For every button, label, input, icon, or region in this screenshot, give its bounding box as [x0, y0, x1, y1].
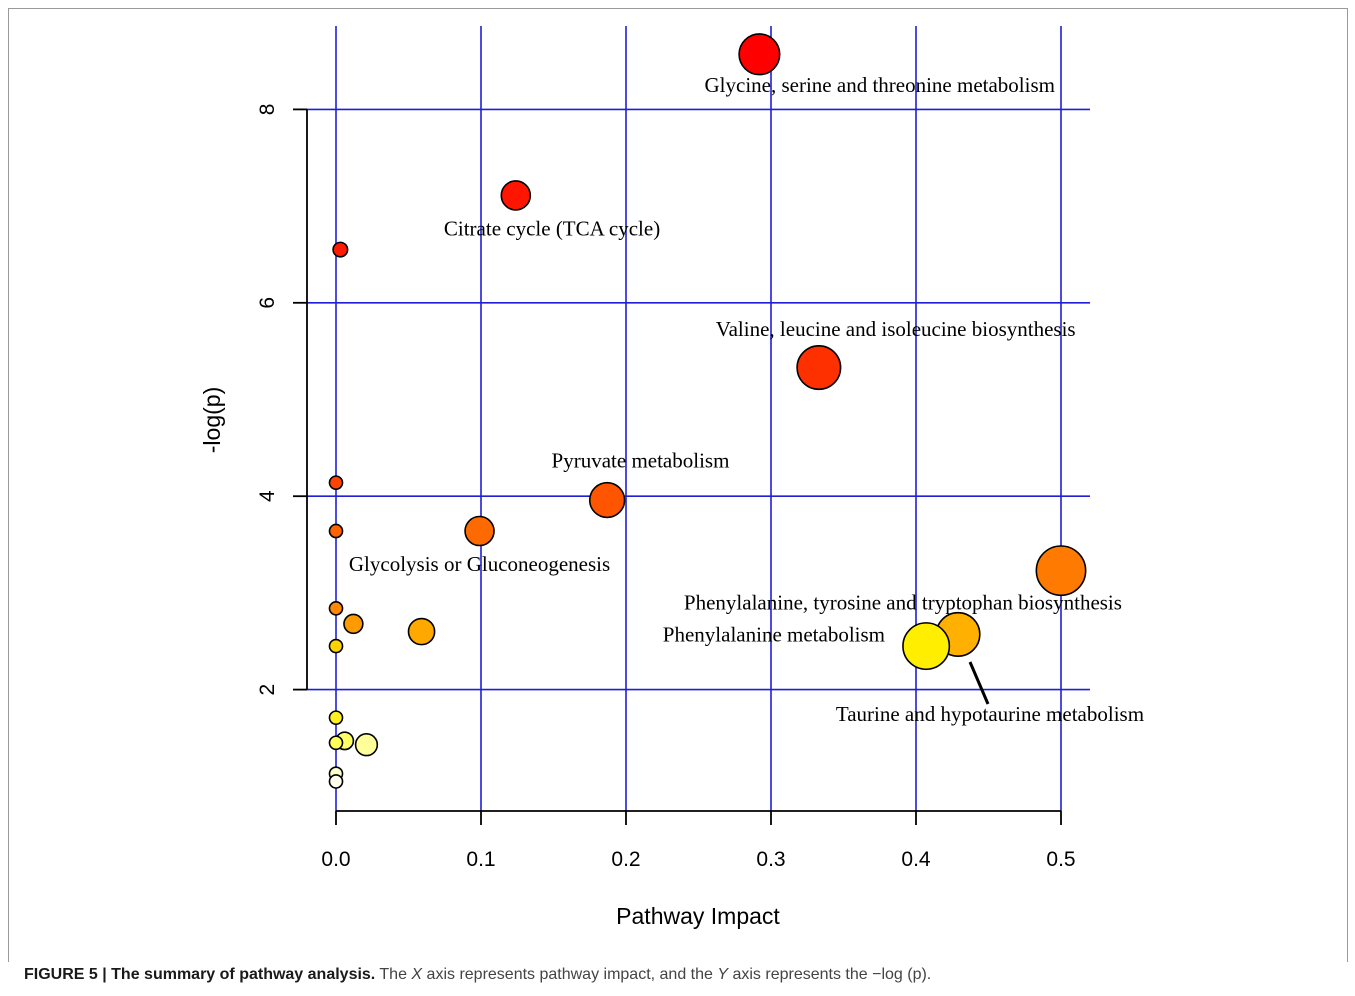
taurine-leader-line — [968, 661, 990, 705]
data-point-8 — [1035, 545, 1087, 597]
pathway-label-3: Pyruvate metabolism — [552, 448, 730, 472]
data-point-11 — [407, 617, 436, 646]
data-point-7 — [328, 523, 344, 539]
x-tick-label-4: 0.4 — [901, 848, 931, 871]
figure-frame — [8, 8, 1348, 962]
data-point-6 — [464, 515, 495, 547]
caption-y-var: Y — [717, 966, 729, 983]
data-point-9 — [328, 601, 344, 616]
x-tick-label-1: 0.1 — [466, 848, 495, 871]
caption-text-3: axis represents the −log (p). — [728, 966, 932, 983]
data-point-18 — [354, 733, 379, 757]
caption-text-1: The — [375, 966, 412, 983]
y-tick-label-1: 4 — [256, 490, 279, 502]
data-point-20 — [328, 774, 344, 789]
x-axis-title: Pathway Impact — [616, 903, 780, 929]
data-point-3 — [796, 345, 842, 391]
y-axis-title: -log(p) — [199, 387, 225, 453]
caption-lead: FIGURE 5 | The summary of pathway analys… — [24, 966, 376, 983]
pathway-label-7: Taurine and hypotaurine metabolism — [836, 702, 1144, 726]
data-point-13 — [328, 638, 344, 654]
x-tick-label-3: 0.3 — [756, 848, 785, 871]
data-point-14 — [902, 622, 951, 671]
data-point-10 — [343, 613, 364, 635]
pathway-scatter-chart: 2 4 6 8 0.0 0.1 0.2 0.3 0.4 0.5 Pathway Impact -log… — [199, 26, 1144, 929]
data-point-15 — [328, 710, 344, 725]
figure-caption: FIGURE 5 | The summary of pathway analys… — [24, 966, 1344, 984]
data-point-17 — [328, 735, 344, 751]
data-point-4 — [328, 475, 344, 490]
data-point-0 — [738, 33, 781, 76]
pathway-label-2: Valine, leucine and isoleucine biosynthe… — [716, 317, 1076, 341]
pathway-label-1: Citrate cycle (TCA cycle) — [444, 216, 660, 240]
x-tick-label-0: 0.0 — [321, 848, 350, 871]
y-tick-label-2: 6 — [256, 297, 279, 309]
caption-text-2: axis represents pathway impact, and the — [422, 966, 718, 983]
x-tick-label-2: 0.2 — [611, 848, 640, 871]
y-tick-label-0: 2 — [256, 684, 279, 696]
pathway-label-0: Glycine, serine and threonine metabolism — [705, 73, 1055, 97]
data-point-2 — [332, 241, 349, 258]
pathway-label-6: Phenylalanine metabolism — [663, 622, 885, 646]
y-tick-label-3: 8 — [256, 104, 279, 116]
pathway-label-4: Phenylalanine, tyrosine and tryptophan b… — [684, 591, 1122, 615]
pathway-label-5: Glycolysis or Gluconeogenesis — [349, 552, 610, 576]
caption-x-var: X — [411, 966, 423, 983]
data-point-5 — [588, 481, 626, 519]
x-tick-label-5: 0.5 — [1046, 848, 1075, 871]
data-point-1 — [500, 180, 532, 211]
